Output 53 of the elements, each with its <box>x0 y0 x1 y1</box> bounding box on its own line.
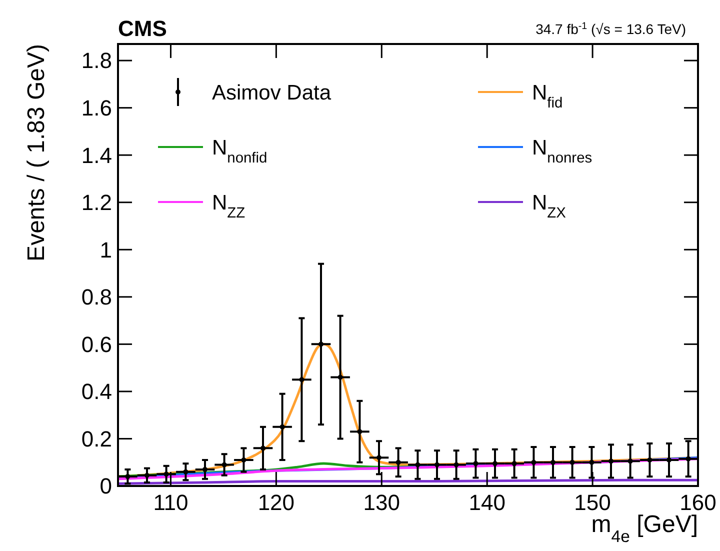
y-tick-label: 0.2 <box>81 426 112 452</box>
point <box>666 458 672 462</box>
legend-label: N$_{ZX}$ <box>532 191 566 222</box>
point <box>202 466 208 472</box>
point <box>164 472 169 477</box>
y-tick-label: 1 <box>100 237 112 262</box>
point <box>454 462 459 468</box>
point <box>241 458 246 462</box>
point <box>357 429 362 434</box>
x-tick-label: 120 <box>258 490 295 515</box>
y-axis-title: Events / ( 1.83 GeV) <box>23 44 50 262</box>
point <box>647 458 652 462</box>
legend-label: Asimov Data <box>212 81 332 104</box>
point <box>376 455 382 460</box>
y-tick-label: 1.6 <box>81 96 112 121</box>
y-tick-label: 0.4 <box>81 379 112 404</box>
point <box>686 456 691 462</box>
y-tick-label: 0.8 <box>81 284 112 310</box>
point <box>492 461 498 466</box>
point <box>299 377 304 382</box>
point <box>396 460 401 465</box>
legend-label: N$_{ZZ}$ <box>212 191 246 222</box>
point <box>318 342 324 347</box>
legend-label: N$_{fid}$ <box>532 81 563 112</box>
x-tick-label: 110 <box>153 490 188 515</box>
point <box>280 424 285 430</box>
point <box>550 460 556 465</box>
y-tick-label: 0.6 <box>81 332 112 357</box>
legend-label: N$_{nonres}$ <box>532 136 592 166</box>
point <box>222 462 227 468</box>
point <box>144 472 150 478</box>
point <box>608 458 614 464</box>
y-tick-label: 1.4 <box>81 142 112 168</box>
point <box>531 460 536 465</box>
point <box>589 460 594 465</box>
point <box>512 461 517 466</box>
point <box>473 461 478 466</box>
point <box>183 469 188 474</box>
point <box>628 458 633 464</box>
legend-label: N$_{nonfid}$ <box>212 136 268 166</box>
point <box>338 374 343 380</box>
y-tick-label: 1.2 <box>81 190 112 216</box>
point <box>260 446 266 451</box>
point <box>434 462 440 468</box>
chart-title: CMS <box>118 16 167 41</box>
chart-subtitle: 34.7 fb$^{-1}$ (√s = 13.6 TeV) <box>536 20 686 37</box>
y-tick-label: 0 <box>100 474 112 499</box>
point <box>415 462 420 468</box>
x-tick-label: 140 <box>468 490 506 515</box>
point <box>125 474 130 480</box>
x-tick-label: 130 <box>363 490 400 515</box>
y-tick-label: 1.8 <box>81 48 112 74</box>
point <box>570 460 575 465</box>
